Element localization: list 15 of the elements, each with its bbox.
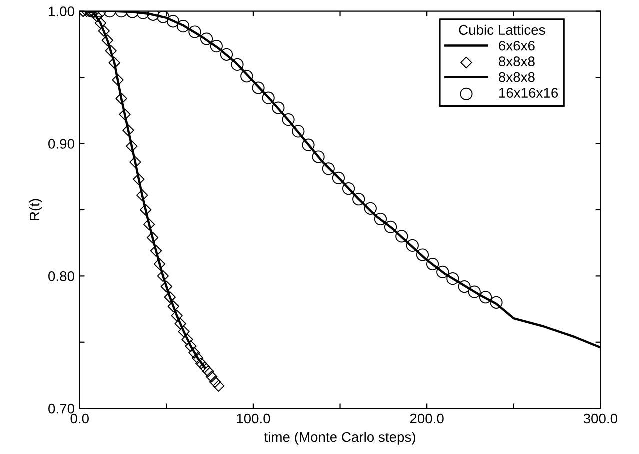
y-tick-label: 0.80 <box>48 272 74 282</box>
x-tick-label: 100.0 <box>237 414 270 424</box>
legend-label: 8x8x8 <box>499 72 535 82</box>
x-tick-label: 0.0 <box>70 414 89 424</box>
y-tick-label: 0.90 <box>48 139 74 149</box>
y-axis-title: R(t) <box>29 199 42 220</box>
legend-label: 16x16x16 <box>499 88 558 98</box>
legend-label: 6x6x6 <box>499 40 535 51</box>
legend-label: 8x8x8 <box>499 56 535 66</box>
y-tick-label: 0.70 <box>48 404 74 414</box>
x-tick-label: 300.0 <box>584 414 618 424</box>
legend-title: Cubic Lattices <box>459 24 546 36</box>
x-axis-title: time (Monte Carlo steps) <box>264 432 416 445</box>
x-tick-label: 200.0 <box>410 414 444 424</box>
y-tick-label: 1.00 <box>49 6 74 17</box>
